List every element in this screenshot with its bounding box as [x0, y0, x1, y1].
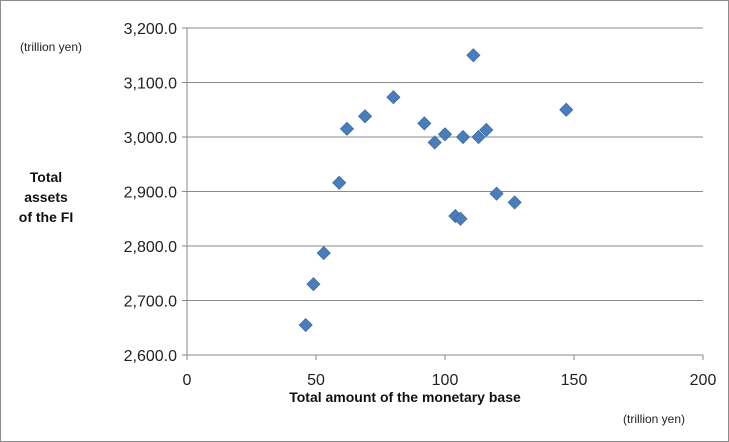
x-tick-label: 100 — [432, 372, 459, 389]
data-point — [357, 109, 373, 124]
x-tick-label: 200 — [690, 372, 717, 389]
x-tick-label: 150 — [561, 372, 588, 389]
data-point — [466, 48, 481, 63]
data-point — [306, 277, 321, 292]
data-point — [332, 175, 347, 190]
x-unit-label: (trillion yen) — [623, 412, 685, 426]
data-point — [455, 129, 471, 145]
y-axis-title-line-2: assets — [24, 189, 68, 205]
y-tick-label: 2,700.0 — [124, 294, 177, 311]
y-unit-label: (trillion yen) — [20, 40, 82, 54]
data-point — [471, 129, 486, 145]
data-point — [386, 90, 401, 105]
y-tick-label: 2,600.0 — [124, 348, 177, 365]
x-axis-title: Total amount of the monetary base — [289, 389, 521, 405]
y-tick-label: 3,000.0 — [124, 130, 177, 147]
data-point — [316, 246, 331, 261]
data-point — [437, 127, 453, 142]
x-tick-labels: 0 50 100 150 200 — [183, 372, 717, 389]
data-point — [507, 195, 522, 210]
y-tick-label: 2,900.0 — [124, 185, 177, 202]
y-tick-label: 3,200.0 — [124, 21, 177, 38]
data-point — [453, 211, 468, 226]
y-tick-labels: 2,600.0 2,700.0 2,800.0 2,900.0 3,000.0 3,100… — [124, 21, 177, 365]
y-axis-title-line-3: of the FI — [19, 209, 73, 225]
data-point — [298, 317, 313, 333]
y-tick-label: 2,800.0 — [124, 239, 177, 256]
data-point — [417, 116, 432, 131]
data-point — [339, 121, 355, 136]
x-tick-label: 0 — [183, 372, 192, 389]
axes — [182, 27, 704, 360]
y-axis-title-line-1: Total — [30, 169, 62, 185]
data-point — [427, 135, 442, 150]
y-tick-label: 3,100.0 — [124, 76, 177, 93]
gridlines — [187, 27, 703, 356]
data-point — [479, 122, 494, 137]
data-point — [559, 102, 574, 117]
data-points — [298, 48, 574, 333]
data-point — [489, 186, 504, 201]
x-tick-label: 50 — [307, 372, 325, 389]
